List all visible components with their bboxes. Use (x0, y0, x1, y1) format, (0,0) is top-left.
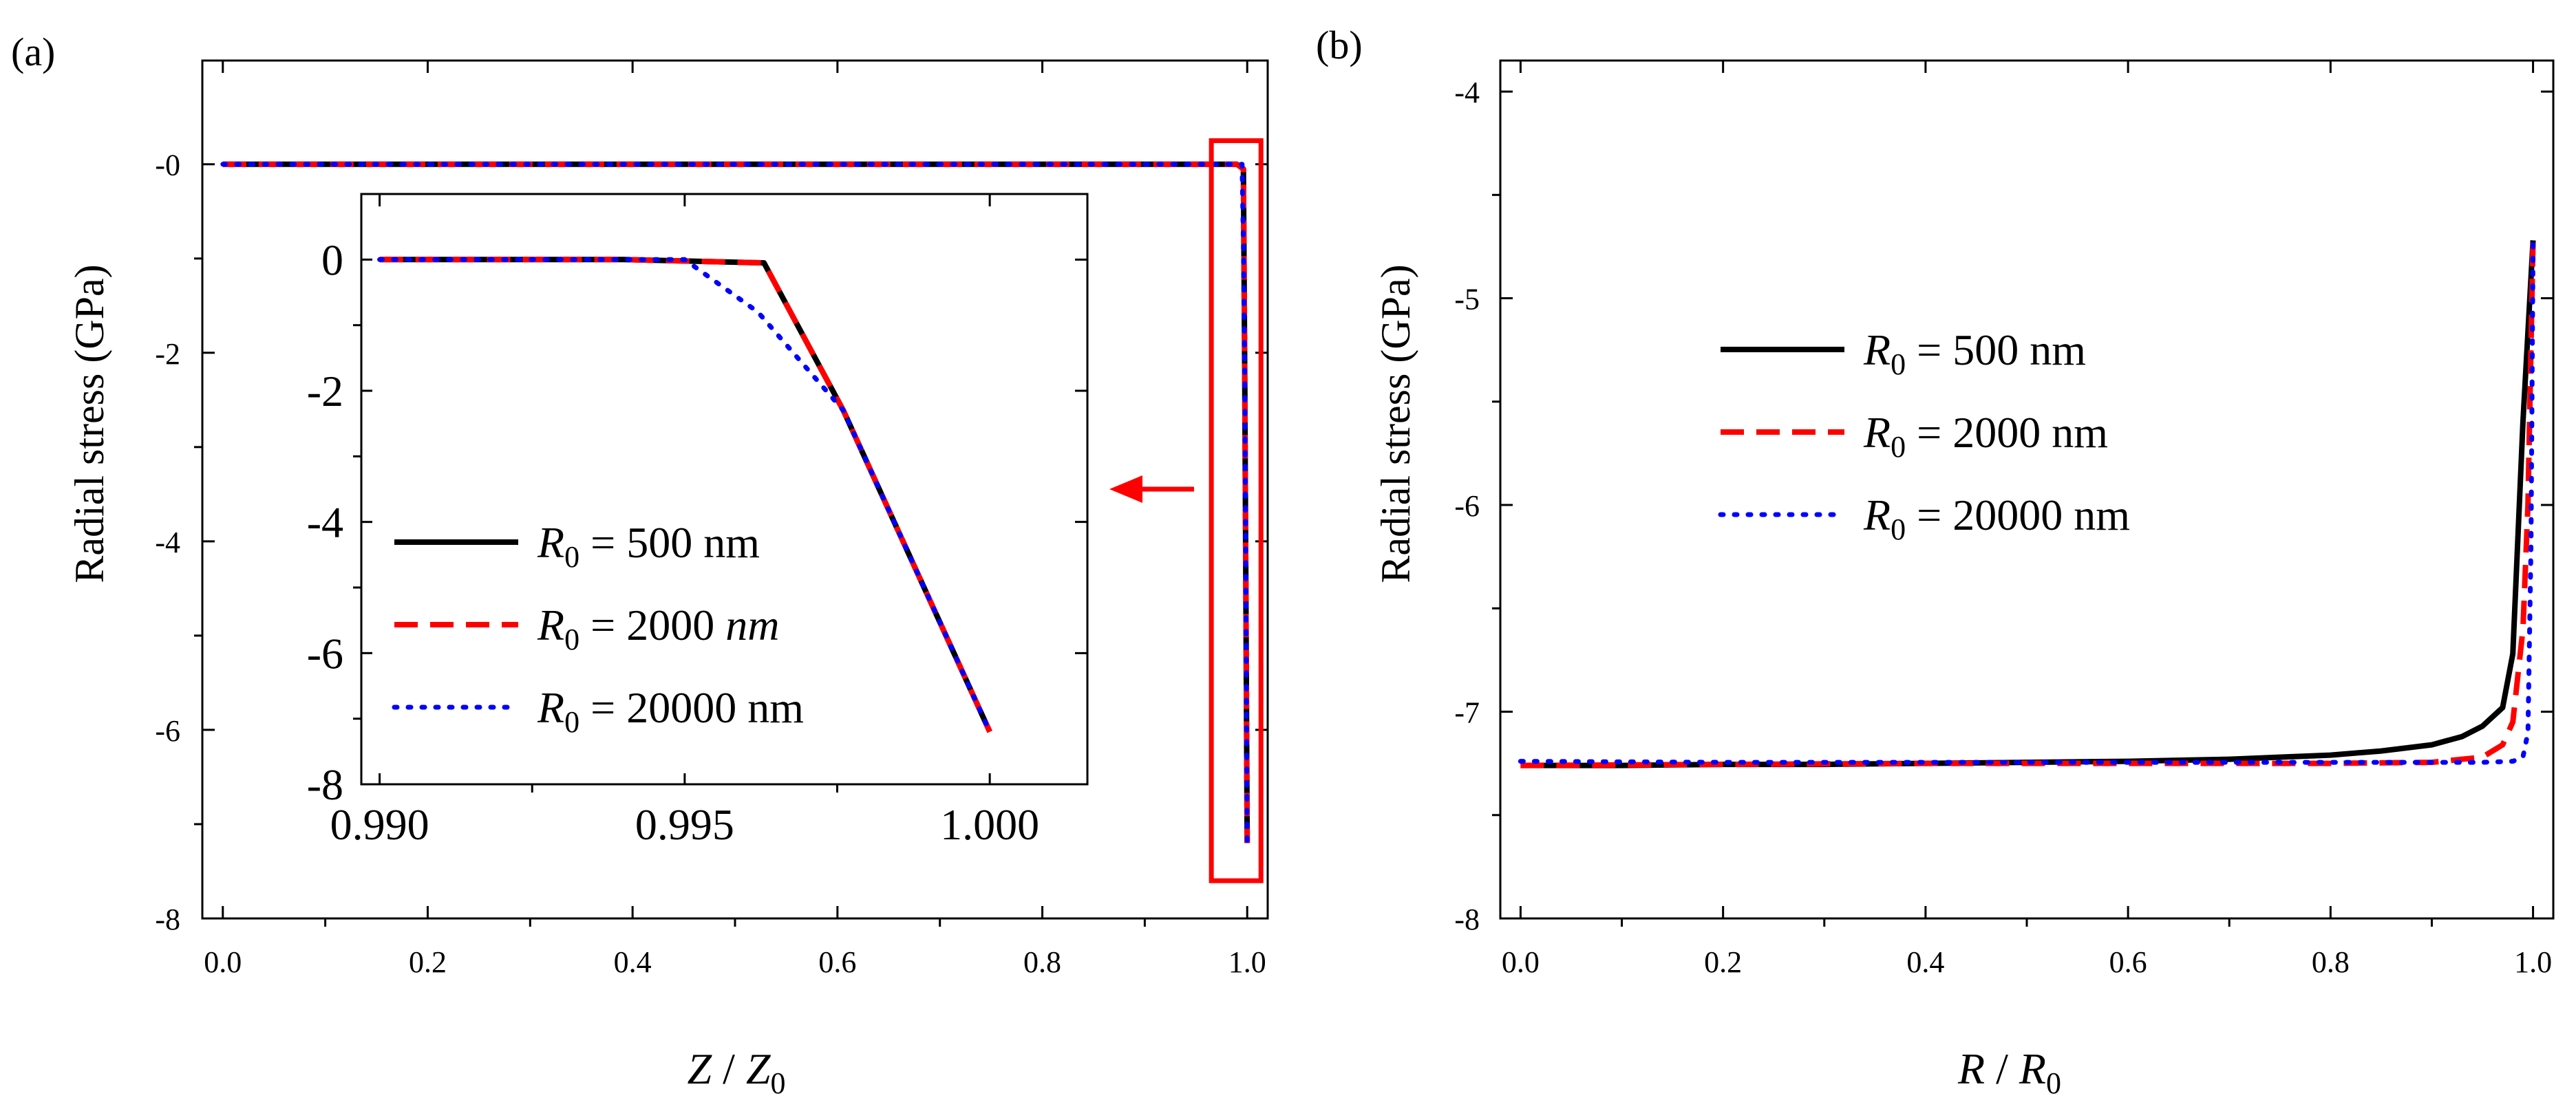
inset-legend-label-2: R0 = 2000 nm (537, 601, 779, 656)
inset-x-tick-label: 1.000 (940, 800, 1039, 849)
zoom-arrow (1109, 475, 1194, 503)
panel-b-chart: (b) Radial stress (GPa) R / R0 0.0 0.2 0.4… (1316, 23, 2555, 1100)
panel-a-chart: (a) Radial stress (GPa) Z / Z0 0.0 0.2 0.4… (11, 30, 1269, 1100)
inset-x-tick-label: 0.990 (330, 800, 429, 849)
panel-a-y-tick-label: -8 (155, 903, 180, 936)
panel-a-series-group (220, 161, 1250, 846)
panel-b-x-tick-label: 0.4 (1906, 945, 1944, 979)
panel-b-x-axis-title: R / R0 (1957, 1044, 2061, 1100)
inset-x-tick-label: 0.995 (635, 800, 734, 849)
inset-y-tick-label: -4 (307, 498, 343, 547)
inset-series-group (377, 257, 992, 735)
panel-b-x-var2: R (2019, 1044, 2046, 1093)
panel-b-series-group (1518, 237, 2536, 768)
panel-b-legend-label-2: R0 = 2000 nm (1863, 408, 2108, 464)
panel-b-y-tick-label: -7 (1454, 696, 1480, 730)
panel-a-y-tick-label: -0 (155, 149, 180, 182)
inset-y-tick-label: -8 (307, 760, 343, 809)
panel-a-y-tick-label: -4 (155, 526, 180, 559)
panel-b-legend: R0 = 500 nm R0 = 2000 nm R0 = 20000 nm (1718, 325, 2130, 546)
panel-a-y-axis-title: Radial stress (GPa) (67, 264, 112, 583)
panel-b-label: (b) (1316, 23, 1363, 67)
panel-b-legend-label-1: R0 = 500 nm (1863, 325, 2086, 381)
zoom-highlight-box (1209, 138, 1264, 883)
panel-a-series-3-line (220, 162, 1250, 846)
panel-b-y-axis-title: Radial stress (GPa) (1373, 264, 1418, 583)
inset-series-2-line (379, 257, 992, 733)
panel-a-x-tick-label: 0.4 (614, 945, 652, 979)
panel-b-x-tick-label: 1.0 (2514, 945, 2552, 979)
panel-b-y-tick-label: -6 (1454, 489, 1480, 523)
panel-a-x-tick-label: 0.6 (818, 945, 856, 979)
inset-y-tick-label: -2 (307, 367, 343, 416)
panel-a-y-tick-label: -6 (155, 714, 180, 748)
panel-b-x-tick-label: 0.6 (2109, 945, 2147, 979)
panel-b-series-3-line (1518, 237, 2536, 765)
inset-y-tick-label: -6 (307, 629, 343, 678)
panel-a-x-tick-label: 0.2 (409, 945, 447, 979)
panel-b-x-tick-label: 0.8 (2312, 945, 2350, 979)
inset-frame (360, 193, 1089, 786)
panel-b-y-tick-label: -4 (1454, 76, 1480, 109)
panel-b-x-tick-label: 0.0 (1502, 945, 1540, 979)
panel-a-x-sub: 0 (770, 1066, 785, 1100)
panel-b-x-tick-label: 0.2 (1704, 945, 1742, 979)
panel-b-y-tick-label: -8 (1454, 903, 1480, 936)
panel-a-x-axis-title: Z / Z0 (688, 1044, 786, 1100)
panel-a-plot-frame (201, 59, 1269, 920)
panel-a-x-tick-label: 1.0 (1228, 945, 1266, 979)
panel-a-x-tick-label: 0.0 (204, 945, 242, 979)
inset-legend-label-3: R0 = 20000 nm (537, 683, 804, 739)
inset-y-tick-label: 0 (321, 235, 343, 284)
panel-b-x-sub: 0 (2046, 1066, 2061, 1100)
panel-a-y-tick-label: -2 (155, 337, 180, 371)
panel-b-x-sep: / (1985, 1044, 2019, 1093)
panel-b-plot-frame (1499, 59, 2555, 920)
panel-a-x-var: Z (688, 1044, 713, 1093)
panel-b-x-var: R (1957, 1044, 1985, 1093)
panel-b-legend-label-3: R0 = 20000 nm (1863, 491, 2130, 546)
panel-a-x-var2: Z (746, 1044, 771, 1093)
inset-legend: R0 = 500 nm R0 = 2000 nm R0 = 20000 nm (392, 518, 804, 739)
panel-a-label: (a) (11, 30, 55, 74)
panel-a-x-sep: / (712, 1044, 746, 1093)
panel-a-x-tick-label: 0.8 (1023, 945, 1061, 979)
panel-b-y-tick-label: -5 (1454, 283, 1480, 316)
inset-legend-label-1: R0 = 500 nm (537, 518, 760, 574)
